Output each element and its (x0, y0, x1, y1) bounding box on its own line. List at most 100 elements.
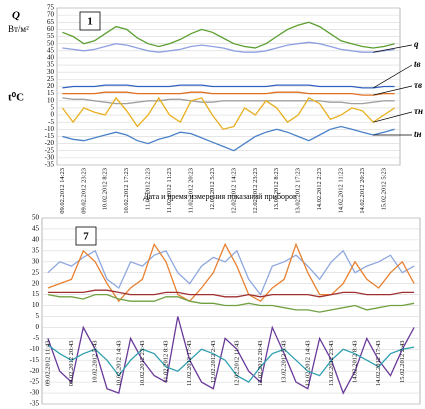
series-line (47, 242, 415, 303)
x-label: Дата и время измерения показаний приборо… (143, 192, 297, 201)
x-tick-label: 10.02.2012 17:23 (123, 168, 130, 214)
panel-box (79, 11, 101, 31)
x-tick-label: 13.02.2012 5:43 (281, 341, 288, 383)
y-tick-label: 15 (32, 290, 40, 298)
y-tick-label: 50 (32, 214, 40, 222)
y-tick-label: -20 (45, 139, 55, 147)
temp-label: t⁰C (8, 92, 24, 104)
x-tick-label: 14.02.2012 17:43 (375, 341, 382, 387)
y-tick-label: 70 (47, 11, 55, 19)
y-tick-label: 35 (47, 61, 55, 69)
y-tick-label: -10 (45, 125, 55, 133)
y-tick-label: -15 (45, 132, 55, 140)
y-tick-label: -10 (30, 345, 40, 353)
y-tick-label: 20 (47, 82, 55, 90)
panel-label: 7 (83, 231, 89, 243)
x-tick-label: 15.02.2012 5:23 (380, 168, 387, 210)
y-tick-label: 30 (47, 68, 55, 76)
panel-box (75, 226, 97, 246)
y-tick-label: -30 (30, 389, 40, 397)
y-tick-label: 5 (51, 104, 55, 112)
x-tick-label: 11.02.2012 11:23 (166, 168, 173, 213)
x-tick-label: 09.02.2012 11:43 (44, 341, 51, 386)
y-tick-label: -25 (30, 378, 40, 386)
annotation-arrow (373, 64, 413, 89)
y-tick-label: 45 (47, 46, 55, 54)
y-tick-label: 45 (32, 225, 40, 233)
x-tick-label: 10.02.2012 5:43 (92, 341, 99, 383)
x-tick-label: 13.02.2012 17:23 (295, 168, 302, 214)
series-line (61, 96, 395, 131)
x-tick-label: 11.02.2012 17:43 (186, 341, 193, 386)
series-line (62, 41, 395, 53)
series-line (47, 344, 415, 383)
y-tick-label: 0 (36, 323, 40, 331)
y-tick-label: 65 (47, 18, 55, 26)
series-line (62, 97, 395, 105)
series-line (62, 21, 395, 49)
y-tick-label: 25 (32, 268, 40, 276)
y-tick-label: -5 (33, 334, 39, 342)
y-tick-label: -35 (45, 161, 55, 169)
x-tick-label: 15.02.2012 2:43 (399, 341, 406, 383)
series-line (47, 293, 415, 313)
y-tick-label: 10 (47, 96, 55, 104)
x-tick-label: 14.02.2012 20:23 (359, 168, 366, 214)
annotation-arrow (373, 44, 413, 53)
x-tick-label: 14.02.2012 2:23 (316, 168, 323, 210)
y-tick-label: 50 (47, 39, 55, 47)
y-tick-label: -15 (30, 356, 40, 364)
series-label: τн (414, 106, 423, 116)
series-line (47, 316, 415, 395)
x-tick-label: 14.02.2012 11:23 (338, 168, 345, 213)
y-tick-label: 55 (47, 32, 55, 40)
x-tick-label: 12.02.2012 14:23 (230, 168, 237, 214)
plot-area (41, 217, 421, 405)
x-tick-label: 12.02.2012 20:43 (257, 341, 264, 387)
x-tick-label: 12.02.2012 5:23 (209, 168, 216, 210)
y-tick-label: 15 (47, 89, 55, 97)
y-tick-label: 10 (32, 301, 40, 309)
x-tick-label: 10.02.2012 23:43 (139, 341, 146, 387)
series-label: tн (414, 129, 422, 139)
x-tick-label: 13.02.2012 14:43 (304, 341, 311, 387)
y-tick-label: 5 (36, 312, 40, 320)
x-tick-label: 14.02.2012 8:43 (352, 341, 359, 383)
series-label: τв (414, 80, 422, 90)
y-tick-label: -20 (30, 367, 40, 375)
y-tick-label: 40 (32, 235, 40, 243)
x-tick-label: 11.02.2012 2:23 (145, 168, 152, 210)
series-line (47, 289, 415, 298)
y-tick-label: 0 (51, 111, 55, 119)
x-tick-label: 13.02.2012 23:43 (328, 341, 335, 387)
x-tick-label: 12.02.2012 23:23 (252, 168, 259, 214)
panel-label: 1 (87, 16, 93, 28)
x-tick-label: 09.02.2012 20:43 (68, 341, 75, 387)
annotation-arrow (373, 85, 413, 96)
x-tick-label: 12.02.2012 11:43 (233, 341, 240, 386)
y-tick-label: 40 (47, 54, 55, 62)
annotation-arrow (373, 111, 413, 123)
y-tick-label: 60 (47, 25, 55, 33)
x-tick-label: 09.02.2012 23:23 (80, 168, 87, 214)
series-line (62, 125, 395, 152)
x-tick-label: 10.02.2012 8:23 (102, 168, 109, 210)
x-tick-label: 13.02.2012 8:23 (273, 168, 280, 210)
x-tick-label: 11.02.2012 20:23 (187, 168, 194, 213)
y-tick-label: -25 (45, 146, 55, 154)
y-label: Q (12, 10, 20, 22)
y-tick-label: 20 (32, 279, 40, 287)
y-tick-label: -5 (48, 118, 54, 126)
x-tick-label: 12.02.2012 2:43 (210, 341, 217, 383)
series-line (62, 91, 395, 96)
series-label: q (414, 39, 419, 49)
x-tick-label: 09.02.2012 14:23 (59, 168, 66, 214)
y-tick-label: 75 (47, 4, 55, 12)
series-line (62, 84, 395, 89)
y-tick-label: 35 (32, 246, 40, 254)
y-tick-label: -30 (45, 153, 55, 161)
y-tick-label: 25 (47, 75, 55, 83)
y-tick-label: -35 (30, 400, 40, 408)
x-tick-label: 11.02.2012 8:43 (163, 341, 170, 383)
